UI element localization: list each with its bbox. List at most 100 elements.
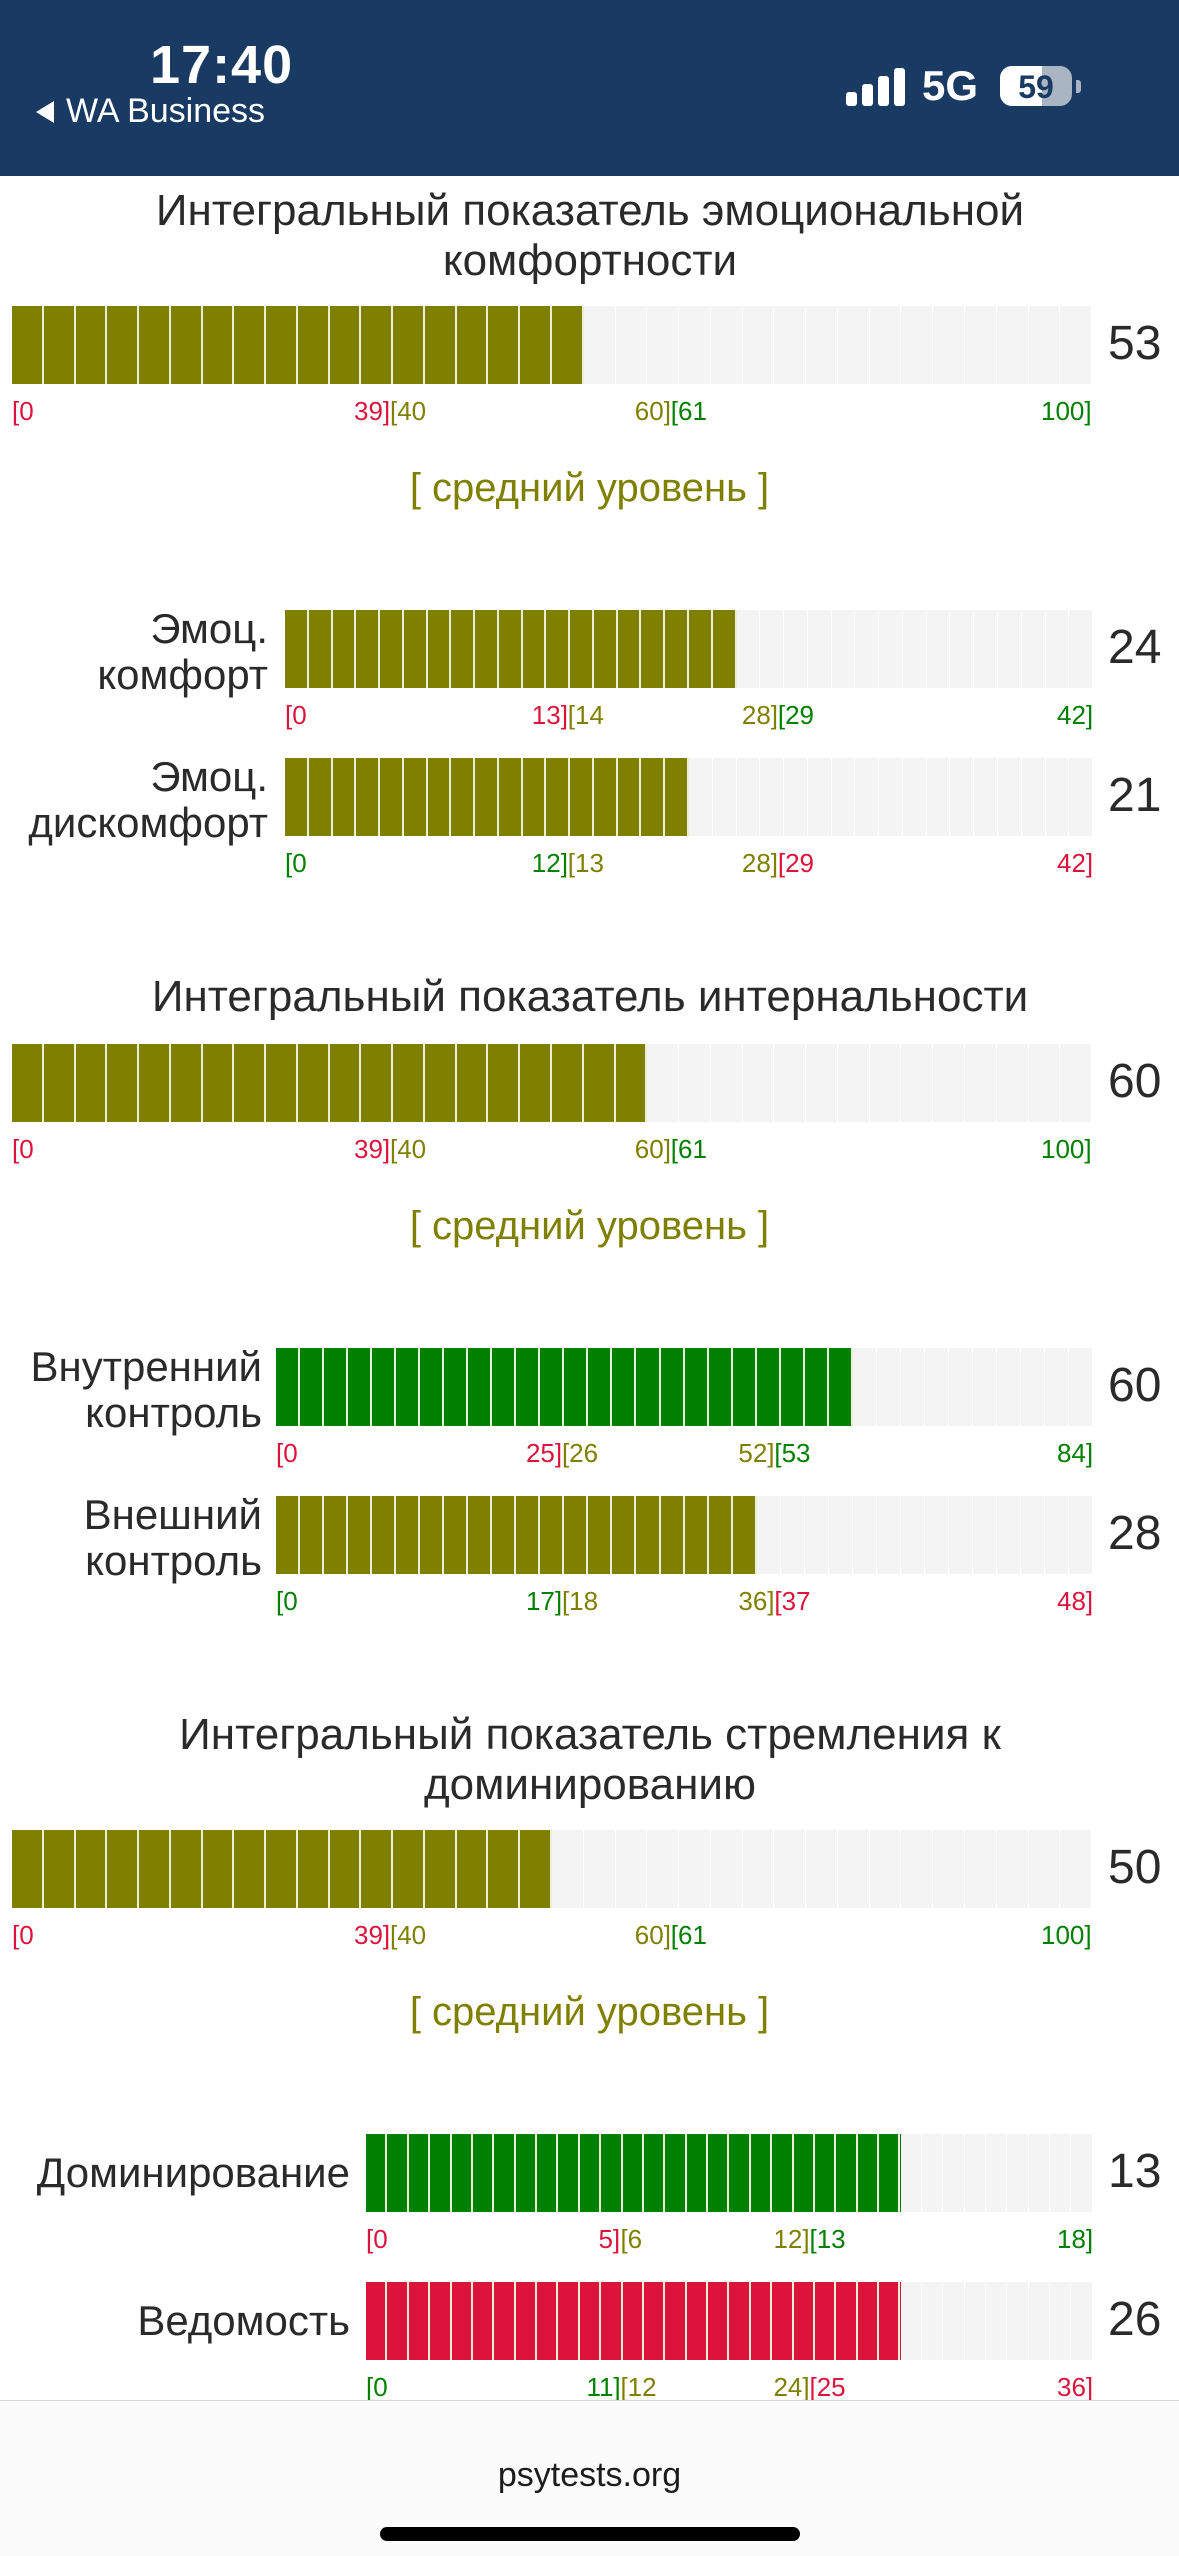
scale-tick-label: 12] xyxy=(773,2224,810,2254)
scale-ticks-dominance: [0 39] [40 60] [61 100] xyxy=(12,1920,1092,1956)
bar-fill xyxy=(285,610,737,688)
scale-tick-label: [14 xyxy=(567,700,604,730)
subscale-value-emotional-comfort: 24 xyxy=(1108,621,1162,674)
scale-tick-label: 100] xyxy=(1041,1134,1092,1164)
bar-fill xyxy=(276,1496,757,1574)
section-title-dominance: Интегральный показатель стремления к дом… xyxy=(179,1710,1001,1809)
subscale-ticks-external-control: [0 17] [18 36] [37 48] xyxy=(276,1586,1093,1622)
back-app-label: WA Business xyxy=(66,92,266,130)
browser-footer: psytests.org xyxy=(0,2400,1179,2556)
subscale-value-internal-control: 60 xyxy=(1108,1359,1162,1412)
scale-tick-label: 100] xyxy=(1041,1920,1092,1950)
scale-tick-label: [40 xyxy=(390,1134,427,1164)
bar-fill xyxy=(12,1830,553,1908)
subscale-bar-internal-control xyxy=(276,1348,1094,1426)
scale-tick-label: [26 xyxy=(561,1438,599,1468)
scale-tick-label: 28] xyxy=(741,848,779,878)
subscale-bar-external-control xyxy=(276,1496,1094,1574)
subscale-value-dominance: 13 xyxy=(1108,2145,1162,2198)
label-line: Доминирование xyxy=(36,2149,350,2196)
scale-tick-label: 36] xyxy=(1057,2372,1094,2402)
home-indicator[interactable] xyxy=(380,2527,800,2541)
scale-ticks-internality: [0 39] [40 60] [61 100] xyxy=(12,1134,1092,1170)
bar-fill xyxy=(366,2282,901,2360)
subscale-label-emotional-discomfort: Эмоц. дискомфорт xyxy=(0,754,268,846)
bar-fill xyxy=(276,1348,853,1426)
subscale-ticks-emotional-discomfort: [0 12] [13 28] [29 42] xyxy=(285,848,1093,884)
subscale-ticks-internal-control: [0 25] [26 52] [53 84] xyxy=(276,1438,1093,1474)
scale-tick-label: 39] xyxy=(354,1134,391,1164)
network-type: 5G xyxy=(922,62,979,109)
results-page: Интегральный показатель эмоциональной ко… xyxy=(0,176,1179,2402)
scale-tick-label: 39] xyxy=(354,1920,391,1950)
label-line: Эмоц. xyxy=(150,605,268,652)
scale-tick-label: [6 xyxy=(620,2224,643,2254)
scale-tick-label: [0 xyxy=(366,2224,388,2254)
scale-tick-label: 24] xyxy=(773,2372,810,2402)
main-bar-internality xyxy=(12,1044,1093,1122)
battery-nub xyxy=(1076,80,1081,93)
scale-tick-label: 42] xyxy=(1057,700,1094,730)
label-line: комфорт xyxy=(97,651,268,698)
scale-tick-label: [61 xyxy=(670,1920,707,1950)
subscale-bar-dominance xyxy=(366,2134,1093,2212)
subscale-value-emotional-discomfort: 21 xyxy=(1108,769,1162,822)
battery-fill xyxy=(1000,66,1043,106)
scale-tick-label: [0 xyxy=(12,396,34,426)
status-bar: 17:40 WA Business 5G 59 xyxy=(0,0,1179,176)
scale-tick-label: [29 xyxy=(777,700,815,730)
back-to-app-link[interactable]: WA Business xyxy=(36,92,265,131)
scale-tick-label: 60] xyxy=(634,396,671,426)
scale-tick-label: [37 xyxy=(774,1586,811,1616)
label-line: Внутренний xyxy=(30,1343,262,1390)
scale-tick-label: 28] xyxy=(741,700,779,730)
bar-fill xyxy=(12,306,584,384)
scale-tick-label: [0 xyxy=(285,848,307,878)
subscale-ticks-submissiveness: [0 11] [12 24] [25 36] xyxy=(366,2372,1093,2408)
section-title-internality: Интегральный показатель интернальности xyxy=(151,972,1029,1021)
subscale-label-internal-control: Внутренний контроль xyxy=(0,1344,262,1436)
scale-ticks-emotional-comfort: [0 39] [40 60] [61 100] xyxy=(12,396,1092,432)
subscale-bar-submissiveness xyxy=(366,2282,1093,2360)
site-url[interactable]: psytests.org xyxy=(497,2456,682,2494)
bar-fill xyxy=(12,1044,648,1122)
level-label-emotional-comfort: [ средний уровень ] xyxy=(409,466,770,510)
level-label-dominance: [ средний уровень ] xyxy=(409,1990,770,2034)
scale-tick-label: [13 xyxy=(809,2224,846,2254)
scale-tick-label: 60] xyxy=(634,1920,671,1950)
main-value-emotional-comfort: 53 xyxy=(1108,317,1162,370)
status-time: 17:40 xyxy=(150,35,294,95)
section-title-emotional-comfort: Интегральный показатель эмоциональной ко… xyxy=(155,186,1025,285)
scale-tick-label: 60] xyxy=(634,1134,671,1164)
scale-tick-label: 13] xyxy=(531,700,568,730)
scale-tick-label: [0 xyxy=(276,1438,298,1468)
scale-tick-label: [29 xyxy=(777,848,815,878)
scale-tick-label: 18] xyxy=(1057,2224,1094,2254)
scale-tick-label: 52] xyxy=(738,1438,775,1468)
scale-tick-label: [40 xyxy=(390,1920,427,1950)
main-value-internality: 60 xyxy=(1108,1055,1162,1108)
scale-tick-label: 39] xyxy=(354,396,391,426)
scale-tick-label: [53 xyxy=(774,1438,811,1468)
scale-tick-label: 12] xyxy=(531,848,568,878)
scale-tick-label: 11] xyxy=(586,2372,621,2402)
cellular-signal-icon xyxy=(846,66,906,106)
scale-tick-label: [25 xyxy=(809,2372,846,2402)
scale-tick-label: 5] xyxy=(598,2224,621,2254)
subscale-label-external-control: Внешний контроль xyxy=(0,1492,262,1584)
label-line: контроль xyxy=(85,1537,262,1584)
subscale-value-external-control: 28 xyxy=(1108,1507,1162,1560)
main-bar-dominance xyxy=(12,1830,1093,1908)
scale-tick-label: [0 xyxy=(12,1134,34,1164)
scale-tick-label: 36] xyxy=(738,1586,775,1616)
scale-tick-label: 42] xyxy=(1057,848,1094,878)
label-line: Эмоц. xyxy=(150,753,268,800)
subscale-bar-emotional-discomfort xyxy=(285,758,1094,836)
scale-tick-label: 100] xyxy=(1041,396,1092,426)
scale-tick-label: 84] xyxy=(1057,1438,1094,1468)
scale-tick-label: 48] xyxy=(1057,1586,1094,1616)
subscale-ticks-dominance: [0 5] [6 12] [13 18] xyxy=(366,2224,1093,2260)
scale-tick-label: 17] xyxy=(525,1586,563,1616)
bar-fill xyxy=(366,2134,901,2212)
main-bar-emotional-comfort xyxy=(12,306,1093,384)
